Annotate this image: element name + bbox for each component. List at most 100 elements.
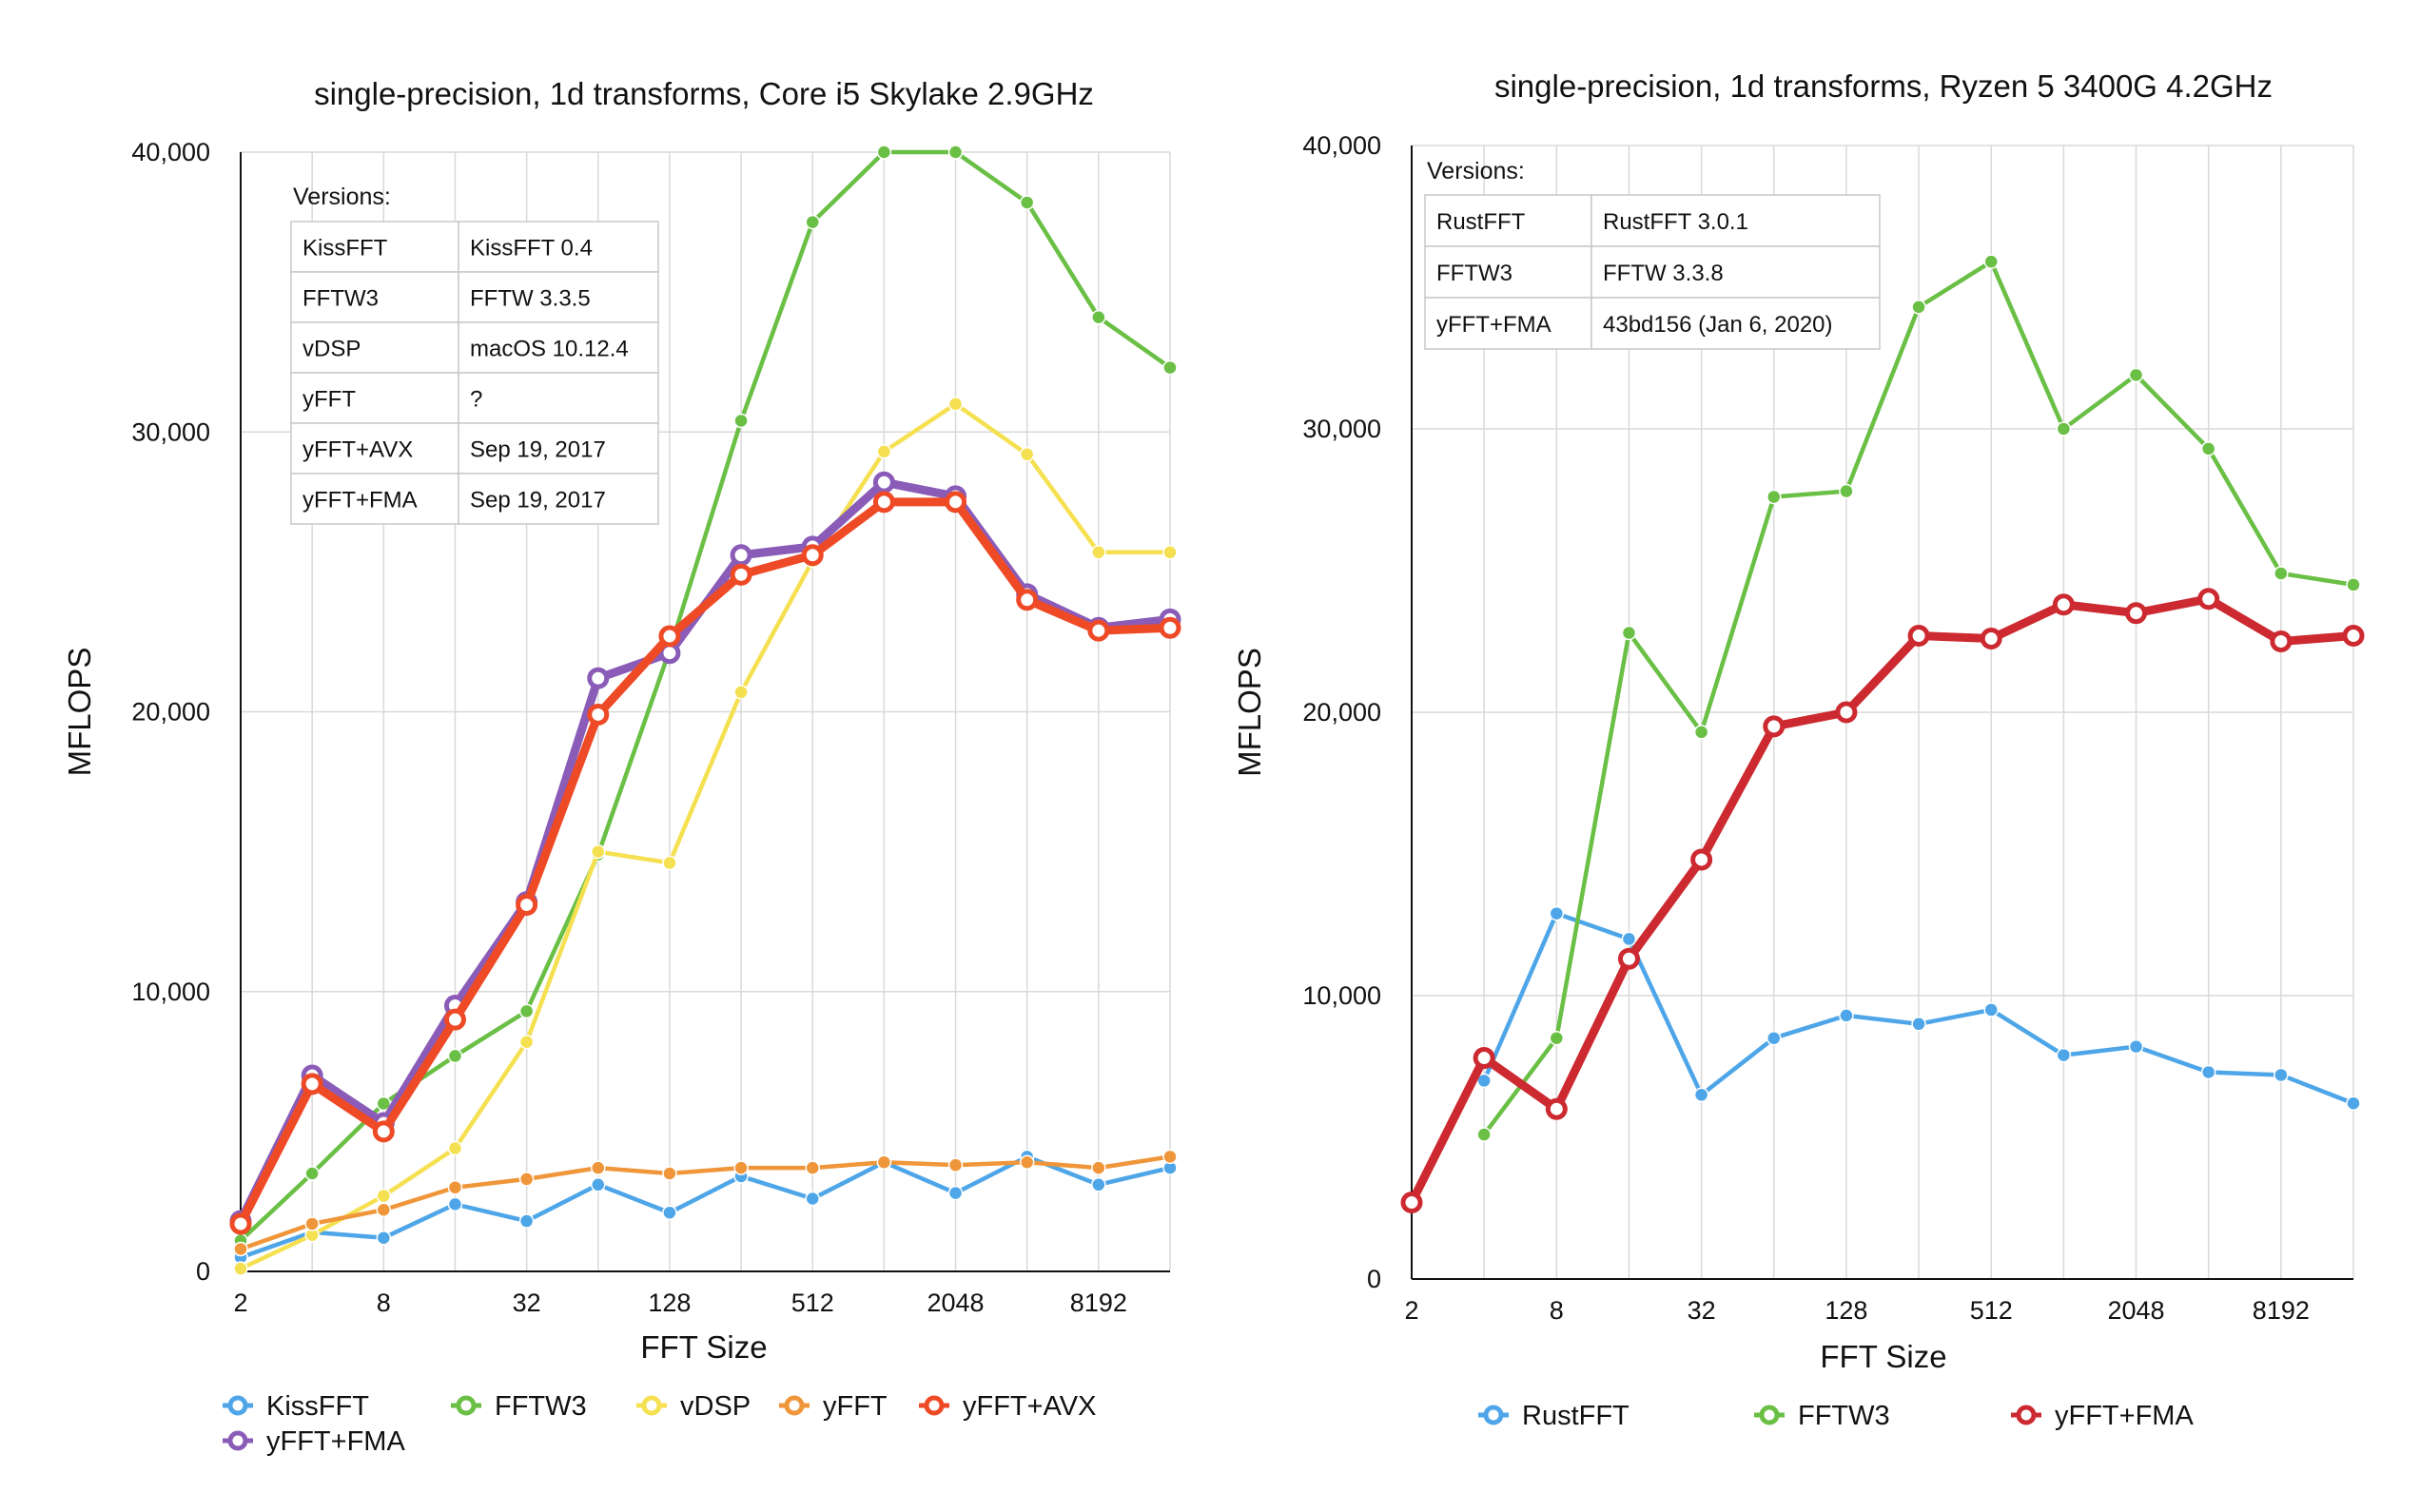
data-point <box>518 1034 535 1050</box>
legend-swatch-marker <box>456 1395 477 1416</box>
data-point <box>733 685 749 700</box>
legend-item-yfft-plus-avx: yFFT+AVX <box>919 1391 1096 1422</box>
y-tick-label: 20,000 <box>1302 698 1381 727</box>
versions-box: Versions: KissFFT KissFFT 0.4 FFTW3 FFTW 3.3… <box>290 184 659 525</box>
data-point <box>733 1160 749 1175</box>
series-vdsp <box>233 397 1178 1276</box>
data-point <box>805 214 820 230</box>
series-line-yfft <box>238 1154 1173 1251</box>
versions-box: Versions: RustFFT RustFFT 3.0.1 FFTW3 FFTW 3… <box>1424 158 1881 350</box>
x-tick-label: 2048 <box>2107 1296 2164 1325</box>
data-point <box>945 491 967 514</box>
y-axis-label: MFLOPS <box>1232 648 1267 777</box>
legend-label: yFFT+FMA <box>2055 1401 2194 1431</box>
legend-label: FFTW3 <box>1798 1401 1890 1431</box>
data-point <box>229 1212 252 1235</box>
data-point <box>876 1154 892 1170</box>
data-point <box>1019 1154 1035 1170</box>
legend: RustFFT FFTW3 yFFT+FMA <box>1478 1401 2194 1431</box>
data-point <box>1162 1149 1178 1165</box>
legend-item-fftw3: FFTW3 <box>1754 1401 1890 1431</box>
versions-library-version: ? <box>470 387 482 413</box>
data-point <box>2125 602 2148 625</box>
chart-title: single-precision, 1d transforms, Ryzen 5… <box>1494 68 2273 104</box>
data-point <box>587 667 610 689</box>
chart-title: single-precision, 1d transforms, Core i5… <box>314 76 1094 111</box>
y-tick-label: 0 <box>196 1257 210 1286</box>
legend-swatch-marker <box>1483 1405 1504 1425</box>
data-point <box>1690 848 1713 871</box>
data-point <box>1839 483 1854 499</box>
legend-swatch-marker <box>924 1395 945 1416</box>
data-point <box>2056 1047 2072 1063</box>
data-point <box>733 413 749 429</box>
data-point <box>516 894 538 917</box>
data-point <box>518 1213 535 1229</box>
legend-swatch-marker <box>2016 1405 2037 1425</box>
data-point <box>2128 367 2144 383</box>
x-axis-label: FFT Size <box>640 1329 767 1365</box>
data-point <box>591 1160 606 1175</box>
legend-label: RustFFT <box>1522 1401 1630 1431</box>
data-point <box>2346 1095 2361 1111</box>
y-tick-label: 40,000 <box>131 138 210 166</box>
versions-cell <box>458 372 659 424</box>
versions-library-version: FFTW 3.3.8 <box>1603 261 1724 286</box>
versions-cell <box>290 321 459 374</box>
data-point <box>2128 1038 2144 1055</box>
legend-item-vdsp: vDSP <box>636 1391 751 1422</box>
data-point <box>872 471 895 494</box>
y-tick-label: 30,000 <box>131 417 210 446</box>
data-point <box>301 1073 323 1095</box>
versions-library-name: FFTW3 <box>302 286 379 312</box>
data-point <box>1621 931 1637 947</box>
data-point <box>447 1196 463 1212</box>
data-point <box>304 1216 320 1231</box>
versions-library-version: 43bd156 (Jan 6, 2020) <box>1603 312 1833 338</box>
data-point <box>658 625 681 648</box>
data-point <box>1019 447 1035 462</box>
versions-library-name: KissFFT <box>302 236 388 262</box>
versions-cell <box>1424 194 1592 247</box>
data-point <box>1091 309 1106 325</box>
x-tick-label: 512 <box>1970 1296 2013 1325</box>
versions-library-version: KissFFT 0.4 <box>470 236 593 262</box>
versions-header: Versions: <box>293 184 391 210</box>
data-point <box>591 843 606 860</box>
data-point <box>2342 625 2365 648</box>
data-point <box>2052 593 2075 616</box>
versions-cell <box>1591 245 1881 299</box>
data-point <box>376 1188 392 1204</box>
versions-cell <box>458 422 659 475</box>
legend-item-yfft-plus-fma: yFFT+FMA <box>223 1426 405 1457</box>
data-point <box>1766 489 1782 505</box>
data-point <box>876 444 892 459</box>
legend-label: yFFT <box>823 1391 888 1422</box>
data-point <box>1621 625 1637 641</box>
x-axis-label: FFT Size <box>1820 1339 1946 1374</box>
data-point <box>518 1172 535 1187</box>
data-point <box>662 855 677 871</box>
x-tick-label: 32 <box>1688 1296 1716 1325</box>
data-point <box>1763 715 1786 738</box>
data-point <box>1473 1047 1495 1070</box>
data-point <box>1019 195 1035 210</box>
data-point <box>2056 421 2072 436</box>
data-point <box>872 491 895 514</box>
y-tick-label: 30,000 <box>1302 415 1381 443</box>
series-kissfft <box>233 1149 1178 1266</box>
data-point <box>591 1177 606 1192</box>
legend-swatch-marker <box>227 1430 248 1451</box>
legend-item-kissfft: KissFFT <box>223 1391 369 1422</box>
data-point <box>1162 359 1178 376</box>
data-point <box>876 145 892 160</box>
data-point <box>2197 588 2220 611</box>
legend-item-yfft: yFFT <box>779 1391 888 1422</box>
versions-library-version: macOS 10.12.4 <box>470 337 629 362</box>
data-point <box>947 1157 964 1173</box>
series-yfft-plus-fma <box>229 471 1181 1232</box>
data-point <box>2274 1067 2289 1083</box>
series-line-yfft-plus-fma <box>1407 594 2358 1208</box>
versions-cell <box>1591 297 1881 350</box>
